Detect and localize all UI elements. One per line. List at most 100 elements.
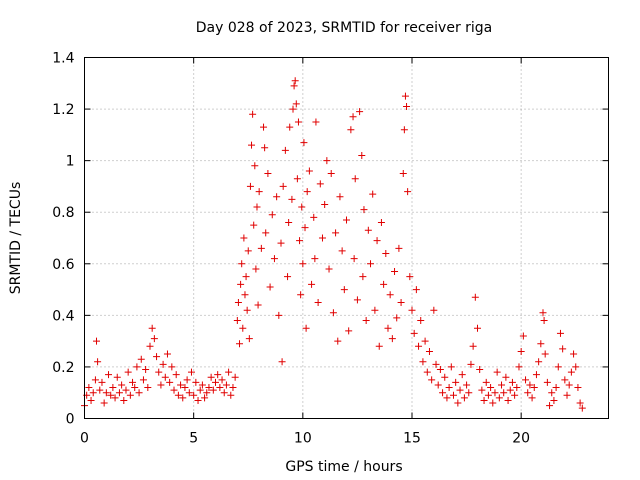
data-point bbox=[289, 105, 297, 113]
data-point bbox=[375, 342, 383, 350]
data-point bbox=[222, 381, 230, 389]
data-point bbox=[495, 394, 503, 402]
data-point bbox=[286, 123, 294, 131]
data-point bbox=[456, 386, 464, 394]
data-point bbox=[129, 378, 137, 386]
data-point bbox=[249, 110, 257, 118]
data-point bbox=[115, 389, 123, 397]
data-point bbox=[234, 298, 242, 306]
x-tick-label: 15 bbox=[403, 431, 421, 447]
data-point bbox=[332, 229, 340, 237]
data-point bbox=[543, 378, 551, 386]
data-point bbox=[133, 363, 141, 371]
data-point bbox=[343, 216, 350, 224]
chart-title: Day 028 of 2023, SRMTID for receiver rig… bbox=[196, 20, 493, 36]
data-point bbox=[284, 273, 292, 281]
data-point bbox=[201, 394, 209, 402]
x-tick-label: 0 bbox=[80, 431, 89, 447]
data-point bbox=[329, 309, 337, 317]
data-point bbox=[252, 265, 260, 273]
data-point bbox=[439, 389, 447, 397]
data-point bbox=[449, 391, 457, 399]
data-point bbox=[89, 389, 97, 397]
data-point bbox=[563, 391, 571, 399]
data-point bbox=[576, 399, 584, 407]
data-point bbox=[153, 353, 161, 361]
data-point bbox=[323, 157, 331, 165]
data-point bbox=[277, 239, 285, 247]
data-point bbox=[360, 206, 368, 214]
data-point bbox=[410, 329, 418, 337]
data-point bbox=[515, 363, 523, 371]
data-point bbox=[303, 188, 311, 196]
data-point bbox=[382, 249, 390, 257]
data-point bbox=[388, 335, 396, 343]
data-point bbox=[399, 170, 407, 178]
data-point bbox=[254, 301, 262, 309]
data-point bbox=[212, 378, 219, 386]
data-point bbox=[241, 291, 249, 299]
data-point bbox=[428, 376, 436, 384]
data-point bbox=[478, 386, 486, 394]
data-point bbox=[229, 384, 237, 392]
data-point bbox=[131, 384, 139, 392]
data-point bbox=[174, 391, 182, 399]
data-point bbox=[524, 389, 532, 397]
data-point bbox=[216, 384, 224, 392]
data-point bbox=[350, 255, 358, 263]
data-point bbox=[318, 234, 326, 242]
data-point bbox=[565, 381, 573, 389]
data-point bbox=[425, 347, 433, 355]
data-point bbox=[288, 195, 296, 203]
data-point bbox=[574, 384, 582, 392]
y-tick-label: 1 bbox=[66, 154, 75, 170]
data-point bbox=[218, 376, 226, 384]
data-point bbox=[528, 394, 536, 402]
data-point bbox=[325, 265, 333, 273]
data-point bbox=[122, 386, 130, 394]
data-point bbox=[264, 170, 272, 178]
data-point bbox=[190, 391, 198, 399]
data-point bbox=[526, 381, 534, 389]
data-point bbox=[205, 384, 213, 392]
data-point bbox=[251, 162, 259, 170]
data-point bbox=[109, 384, 117, 392]
data-point bbox=[506, 386, 514, 394]
data-point bbox=[559, 345, 567, 353]
data-point bbox=[233, 317, 241, 325]
data-point bbox=[111, 394, 119, 402]
data-point bbox=[345, 327, 353, 335]
data-point bbox=[150, 335, 158, 343]
data-point bbox=[236, 340, 244, 348]
data-point bbox=[548, 389, 556, 397]
data-point bbox=[436, 366, 444, 374]
data-point bbox=[135, 389, 143, 397]
data-point bbox=[113, 373, 121, 381]
data-point bbox=[203, 389, 211, 397]
data-point bbox=[334, 337, 342, 345]
data-point bbox=[192, 378, 200, 386]
data-point bbox=[327, 170, 335, 178]
data-point bbox=[493, 368, 501, 376]
data-point bbox=[107, 391, 115, 399]
data-point bbox=[400, 126, 408, 134]
data-point bbox=[546, 402, 554, 410]
data-point bbox=[87, 396, 95, 404]
data-point bbox=[196, 386, 204, 394]
data-point bbox=[336, 193, 344, 201]
data-point bbox=[321, 200, 329, 208]
data-point bbox=[441, 373, 449, 381]
data-point bbox=[369, 190, 377, 198]
data-point bbox=[380, 280, 388, 288]
data-point bbox=[94, 358, 102, 366]
data-point bbox=[347, 126, 355, 134]
data-point bbox=[255, 188, 263, 196]
data-point bbox=[118, 381, 126, 389]
data-point bbox=[415, 342, 423, 350]
data-point bbox=[294, 118, 302, 126]
data-point bbox=[279, 182, 287, 190]
data-point bbox=[155, 368, 163, 376]
data-point bbox=[250, 221, 258, 229]
data-point bbox=[172, 371, 180, 379]
data-point bbox=[517, 347, 525, 355]
